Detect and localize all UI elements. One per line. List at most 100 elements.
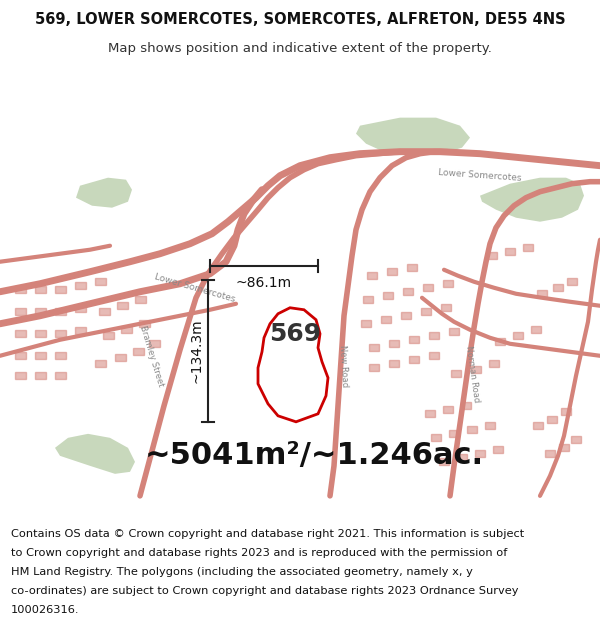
- Bar: [369, 344, 379, 351]
- Bar: [409, 336, 419, 343]
- Bar: [441, 304, 451, 311]
- Bar: [467, 426, 477, 433]
- Bar: [35, 352, 46, 359]
- Bar: [74, 305, 86, 312]
- Text: Bramley Street: Bramley Street: [139, 324, 166, 388]
- Bar: [361, 320, 371, 328]
- Bar: [523, 244, 533, 251]
- Bar: [14, 352, 25, 359]
- Bar: [451, 370, 461, 378]
- Bar: [443, 406, 453, 413]
- Bar: [14, 330, 25, 338]
- Bar: [383, 292, 393, 299]
- Bar: [425, 411, 435, 418]
- Bar: [489, 360, 499, 368]
- Polygon shape: [356, 118, 470, 156]
- Bar: [567, 278, 577, 285]
- Bar: [35, 308, 46, 315]
- Bar: [35, 286, 46, 293]
- Polygon shape: [258, 308, 328, 422]
- Bar: [423, 284, 433, 291]
- Polygon shape: [55, 434, 135, 474]
- Bar: [55, 286, 65, 293]
- Bar: [531, 326, 541, 333]
- Bar: [493, 446, 503, 453]
- Bar: [55, 372, 65, 379]
- Bar: [495, 338, 505, 345]
- Bar: [553, 284, 563, 291]
- Bar: [139, 320, 149, 328]
- Bar: [115, 354, 125, 361]
- Text: Lower Somercotes: Lower Somercotes: [154, 272, 236, 304]
- Bar: [14, 286, 25, 293]
- Bar: [14, 308, 25, 315]
- Text: to Crown copyright and database rights 2023 and is reproduced with the permissio: to Crown copyright and database rights 2…: [11, 548, 507, 558]
- Text: co-ordinates) are subject to Crown copyright and database rights 2023 Ordnance S: co-ordinates) are subject to Crown copyr…: [11, 586, 518, 596]
- Bar: [547, 416, 557, 423]
- Text: Contains OS data © Crown copyright and database right 2021. This information is : Contains OS data © Crown copyright and d…: [11, 529, 524, 539]
- Bar: [74, 282, 86, 289]
- Bar: [545, 451, 555, 458]
- Bar: [533, 422, 543, 429]
- Bar: [403, 288, 413, 295]
- Text: 569: 569: [269, 322, 321, 346]
- Bar: [439, 458, 449, 466]
- Polygon shape: [480, 177, 584, 222]
- Bar: [409, 356, 419, 363]
- Text: Map shows position and indicative extent of the property.: Map shows position and indicative extent…: [108, 42, 492, 55]
- Bar: [561, 408, 571, 416]
- Text: ~134.3m: ~134.3m: [190, 319, 204, 383]
- Bar: [513, 332, 523, 339]
- Bar: [461, 402, 471, 409]
- Bar: [369, 364, 379, 371]
- Text: 569, LOWER SOMERCOTES, SOMERCOTES, ALFRETON, DE55 4NS: 569, LOWER SOMERCOTES, SOMERCOTES, ALFRE…: [35, 12, 565, 27]
- Bar: [363, 296, 373, 303]
- Text: ~5041m²/~1.246ac.: ~5041m²/~1.246ac.: [145, 441, 484, 471]
- Bar: [367, 272, 377, 279]
- Bar: [103, 332, 113, 339]
- Bar: [505, 248, 515, 255]
- Bar: [134, 296, 146, 303]
- Bar: [485, 422, 495, 429]
- Bar: [133, 348, 143, 355]
- Bar: [389, 360, 399, 368]
- Bar: [95, 360, 106, 368]
- Text: HM Land Registry. The polygons (including the associated geometry, namely x, y: HM Land Registry. The polygons (includin…: [11, 568, 473, 578]
- Bar: [55, 352, 65, 359]
- Bar: [449, 328, 459, 335]
- Bar: [421, 308, 431, 315]
- Bar: [487, 253, 497, 259]
- Bar: [149, 340, 160, 348]
- Bar: [431, 434, 441, 441]
- Bar: [401, 312, 411, 319]
- Bar: [74, 328, 86, 334]
- Bar: [14, 372, 25, 379]
- Bar: [457, 454, 467, 461]
- Bar: [35, 372, 46, 379]
- Bar: [55, 308, 65, 315]
- Bar: [389, 340, 399, 348]
- Text: 100026316.: 100026316.: [11, 606, 79, 616]
- Bar: [35, 330, 46, 338]
- Bar: [443, 280, 453, 288]
- Bar: [449, 431, 459, 437]
- Text: ~86.1m: ~86.1m: [236, 276, 292, 290]
- Bar: [116, 302, 128, 309]
- Bar: [387, 268, 397, 275]
- Bar: [407, 264, 417, 271]
- Bar: [95, 278, 106, 285]
- Bar: [475, 451, 485, 458]
- Text: Lower Somercotes: Lower Somercotes: [438, 168, 522, 183]
- Bar: [121, 326, 131, 333]
- Bar: [537, 290, 547, 298]
- Bar: [381, 316, 391, 323]
- Bar: [559, 444, 569, 451]
- Text: New Road: New Road: [338, 344, 350, 387]
- Bar: [571, 436, 581, 443]
- Bar: [429, 352, 439, 359]
- Text: Norman Road: Norman Road: [464, 345, 481, 403]
- Bar: [55, 330, 65, 338]
- Polygon shape: [76, 177, 132, 208]
- Bar: [429, 332, 439, 339]
- Bar: [98, 308, 110, 315]
